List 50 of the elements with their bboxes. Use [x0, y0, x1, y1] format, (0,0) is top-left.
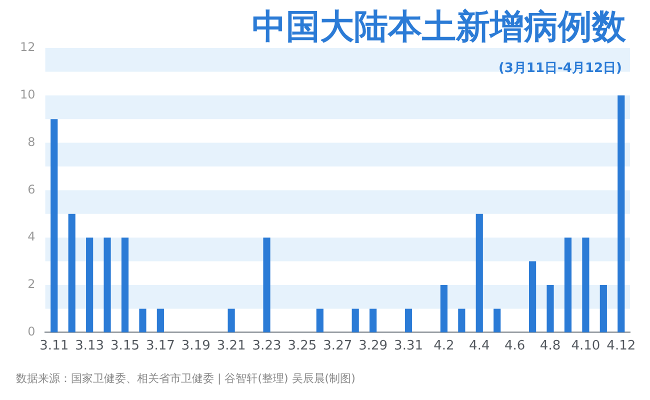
x-tick-label: 4.6 — [504, 338, 526, 354]
x-tick-label: 3.31 — [394, 338, 423, 354]
bar — [68, 214, 76, 332]
bar — [263, 238, 270, 332]
bar — [546, 285, 554, 332]
y-tick-label: 8 — [28, 134, 36, 149]
bar — [86, 238, 94, 332]
bar — [156, 308, 164, 332]
bar — [618, 95, 625, 332]
y-tick-label: 0 — [28, 324, 36, 339]
x-tick-label: 3.13 — [75, 338, 104, 354]
text: (3月11日-4月12日) — [498, 60, 622, 78]
y-tick-label: 12 — [20, 40, 36, 54]
bar — [582, 238, 590, 332]
x-tick-label: 4.10 — [571, 338, 600, 354]
y-tick-label: 4 — [28, 230, 36, 244]
bar — [564, 238, 572, 332]
y-tick-label: 2 — [28, 277, 36, 292]
y-tick-label: 6 — [28, 182, 36, 196]
bar — [228, 308, 235, 332]
bar — [529, 261, 536, 332]
x-tick-label: 3.29 — [358, 338, 388, 354]
bar — [458, 308, 466, 332]
bar — [139, 308, 146, 332]
x-tick-label: 4.12 — [606, 338, 636, 354]
bar — [50, 119, 58, 332]
bar — [352, 308, 359, 332]
bar — [104, 238, 111, 332]
x-tick-label: 3.23 — [252, 338, 282, 354]
x-tick-label: 4.4 — [469, 338, 490, 354]
bar — [370, 308, 377, 332]
bar — [476, 214, 483, 332]
bar — [600, 285, 607, 332]
y-tick-label: 10 — [20, 88, 36, 102]
x-tick-label: 3.17 — [146, 338, 175, 354]
x-tick-label: 3.27 — [323, 338, 352, 354]
x-tick-label: 3.15 — [110, 338, 140, 354]
x-tick-label: 3.19 — [181, 338, 210, 354]
x-tick-label: 3.21 — [216, 338, 246, 354]
chart-title: 中国大陆本土新增病例数 — [252, 6, 626, 48]
bar — [440, 285, 448, 332]
bar — [121, 238, 129, 332]
x-tick-label: 4.2 — [434, 338, 454, 354]
x-tick-label: 4.8 — [540, 338, 561, 354]
x-tick-label: 3.25 — [288, 338, 317, 354]
bar — [316, 308, 324, 332]
bar — [404, 308, 412, 332]
x-tick-label: 3.11 — [40, 338, 69, 354]
source-note: 数据来源：国家卫健委、相关省市卫健委 | 谷智轩(整理) 吴辰晨(制图) — [16, 371, 356, 386]
bar — [494, 308, 501, 332]
